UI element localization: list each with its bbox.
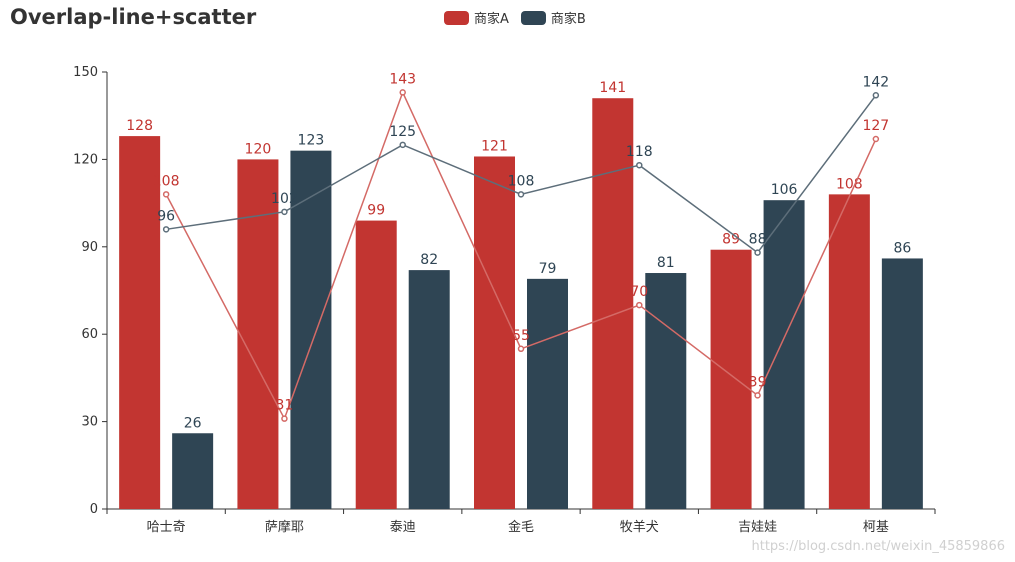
line-data-label: 127 xyxy=(862,118,889,134)
bar xyxy=(881,258,923,509)
line-data-label: 88 xyxy=(749,232,767,248)
line-point xyxy=(281,415,288,422)
x-tick-label: 哈士奇 xyxy=(147,519,186,535)
line-point xyxy=(636,161,643,169)
line-point xyxy=(517,191,525,198)
legend-label-b: 商家B xyxy=(550,12,586,27)
bar-data-label: 106 xyxy=(771,182,798,198)
line-data-label: 55 xyxy=(512,328,530,344)
y-tick-label: 90 xyxy=(81,240,98,255)
line-data-label: 143 xyxy=(389,71,416,87)
x-tick-label: 萨摩耶 xyxy=(265,519,304,535)
y-tick-label: 0 xyxy=(90,502,98,517)
y-tick-label: 60 xyxy=(81,327,98,342)
bar-data-label: 89 xyxy=(722,232,740,248)
bar xyxy=(408,270,450,509)
x-tick-label: 柯基 xyxy=(863,520,889,535)
bar xyxy=(119,136,161,510)
bar-data-label: 86 xyxy=(893,240,911,256)
x-tick-label: 泰迪 xyxy=(390,520,416,535)
bar-data-label: 108 xyxy=(836,176,863,192)
bar-data-label: 79 xyxy=(539,261,557,277)
bar xyxy=(645,273,687,509)
line-data-label: 108 xyxy=(153,173,180,189)
line-point xyxy=(754,249,761,256)
bar-data-label: 123 xyxy=(298,133,325,149)
line-point xyxy=(162,226,170,233)
y-tick-label: 120 xyxy=(73,152,98,167)
line-point xyxy=(872,135,880,143)
bar-data-label: 121 xyxy=(481,138,508,154)
bar xyxy=(828,194,870,510)
line-data-label: 39 xyxy=(749,374,767,390)
line-point xyxy=(872,92,880,99)
line-point xyxy=(517,345,525,353)
bar xyxy=(592,98,634,509)
bar-data-label: 99 xyxy=(367,203,385,219)
line-data-label: 118 xyxy=(626,144,653,160)
bar xyxy=(763,200,805,510)
line-point xyxy=(281,208,288,216)
line-data-label: 125 xyxy=(389,124,416,140)
bar-data-label: 26 xyxy=(184,415,202,431)
bar-data-label: 120 xyxy=(245,141,272,157)
line-point xyxy=(754,392,761,399)
line-data-label: 70 xyxy=(630,284,648,300)
line-data-label: 96 xyxy=(157,208,175,224)
line-point xyxy=(399,141,406,149)
bar-data-label: 82 xyxy=(420,252,438,268)
line-data-label: 31 xyxy=(276,398,294,414)
line-data-label: 142 xyxy=(862,74,889,90)
bar-data-label: 141 xyxy=(599,80,626,96)
bar xyxy=(290,150,332,509)
y-tick-label: 150 xyxy=(73,65,98,80)
legend-swatch-a xyxy=(444,10,469,25)
y-tick-label: 30 xyxy=(81,415,98,430)
bar xyxy=(474,156,515,509)
watermark: https://blog.csdn.net/weixin_45859866 xyxy=(751,539,1005,554)
bar xyxy=(710,249,752,510)
x-tick-label: 吉娃娃 xyxy=(738,520,777,535)
line-point xyxy=(399,89,406,96)
legend: 商家A 商家B xyxy=(444,8,586,27)
legend-swatch-b xyxy=(520,10,546,25)
bar xyxy=(527,278,568,509)
bar xyxy=(172,433,214,509)
bar-data-label: 81 xyxy=(657,255,675,271)
bar xyxy=(355,220,397,509)
chart-title: Overlap-line+scatter xyxy=(10,5,257,29)
legend-item-b[interactable]: 商家B xyxy=(520,8,586,27)
x-tick-label: 牧羊犬 xyxy=(620,519,659,535)
legend-label-a: 商家A xyxy=(474,12,509,27)
line-data-label: 102 xyxy=(271,191,298,207)
bar-data-label: 128 xyxy=(126,118,153,134)
line-data-label: 108 xyxy=(508,173,535,189)
line-point xyxy=(636,301,643,309)
legend-item-a[interactable]: 商家A xyxy=(444,8,509,27)
x-tick-label: 金毛 xyxy=(508,519,534,535)
bar xyxy=(237,159,279,509)
line-point xyxy=(162,191,170,198)
